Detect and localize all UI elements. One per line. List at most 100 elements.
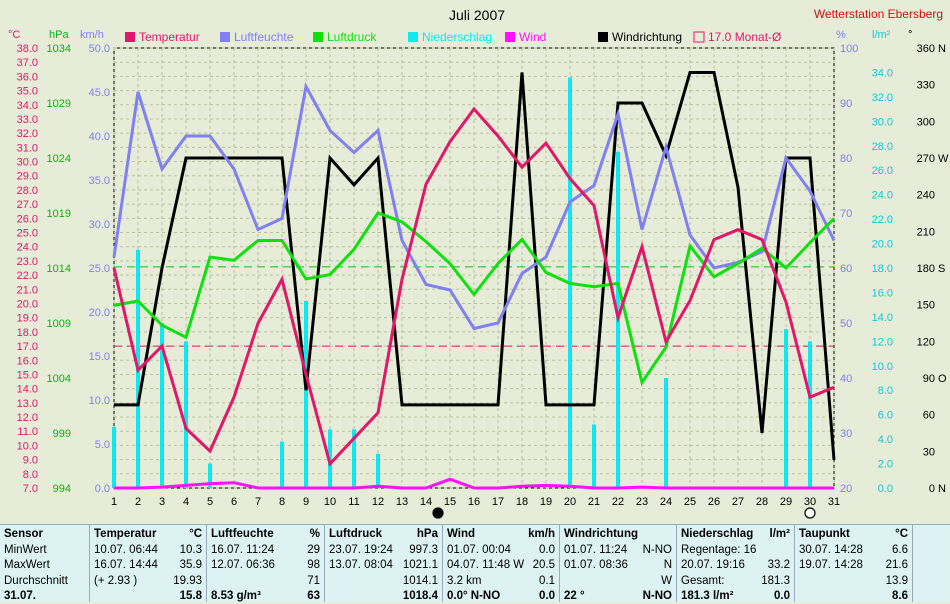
- series-lines: [112, 70, 836, 490]
- rain-tick: 26.0: [872, 165, 893, 177]
- rain-tick: 30.0: [872, 116, 893, 128]
- rain-bar: [808, 341, 812, 488]
- legend-label: 17.0 Monat-Ø: [708, 30, 781, 44]
- dir-tick: 360: [917, 43, 935, 55]
- rain-bar: [664, 378, 668, 488]
- dir-tick: 60: [923, 410, 935, 422]
- wind-tick: 10.0: [89, 395, 110, 407]
- press-tick: 1009: [47, 318, 71, 330]
- temp-tick: 7.0: [23, 483, 38, 495]
- legend-label: Wind: [519, 30, 546, 44]
- dir-tick: 150: [917, 300, 935, 312]
- x-tick: 12: [372, 496, 384, 508]
- temp-tick: 17.0: [17, 341, 38, 353]
- stats-col-niederschlag: Niederschlag l/m² Regentage: 16 20.07. 19:1…: [677, 525, 795, 602]
- legend-label: Niederschlag: [422, 30, 492, 44]
- legend-swatch: [408, 32, 418, 42]
- rain-tick: 10.0: [872, 361, 893, 373]
- x-tick: 14: [420, 496, 432, 508]
- rain-tick: 12.0: [872, 336, 893, 348]
- x-tick: 29: [780, 496, 792, 508]
- stats-cell: Regentage: 16: [681, 543, 757, 556]
- station-name: Wetterstation Ebersberg: [814, 7, 943, 21]
- stats-cell: 1014.1: [402, 574, 438, 587]
- dir-tick: 0: [929, 483, 935, 495]
- temp-tick: 32.0: [17, 128, 38, 140]
- x-tick: 18: [516, 496, 528, 508]
- stats-header: Luftdruck hPa: [329, 528, 438, 540]
- stats-header: Niederschlag l/m²: [681, 528, 790, 540]
- press-tick: 999: [53, 428, 71, 440]
- hum-tick: 70: [840, 208, 852, 220]
- dir-compass: S: [938, 263, 945, 275]
- temp-tick: 23.0: [17, 256, 38, 268]
- legend-swatch: [313, 32, 323, 42]
- temp-tick: 14.0: [17, 384, 38, 396]
- x-tick: 10: [324, 496, 336, 508]
- temp-tick: 37.0: [17, 57, 38, 69]
- hum-tick: 60: [840, 263, 852, 275]
- stats-cell: 71: [307, 574, 320, 587]
- temp-tick: 12.0: [17, 412, 38, 424]
- legend-swatch: [693, 31, 705, 43]
- hum-tick: 50: [840, 318, 852, 330]
- axis-unit: °C: [8, 29, 20, 41]
- axis-unit: km/h: [80, 29, 104, 41]
- legend-label: Windrichtung: [612, 30, 682, 44]
- stats-cell: Gesamt: 181.3: [681, 574, 790, 587]
- rain-bar: [112, 426, 116, 488]
- rain-bar: [304, 301, 308, 488]
- series-line-luftdruck: [113, 211, 836, 387]
- dir-tick: 330: [917, 80, 935, 92]
- temp-tick: 10.0: [17, 440, 38, 452]
- wind-tick: 20.0: [89, 307, 110, 319]
- x-tick: 20: [564, 496, 576, 508]
- x-tick: 30: [804, 496, 816, 508]
- x-tick: 25: [684, 496, 696, 508]
- temp-tick: 8.0: [23, 469, 38, 481]
- series-line-wind: [114, 477, 834, 490]
- press-tick: 1029: [47, 98, 71, 110]
- wind-tick: 40.0: [89, 131, 110, 143]
- stats-cell: 30.07. 14:28 6.6: [799, 543, 908, 556]
- stats-cell: 13.9: [885, 574, 908, 587]
- stats-cell: 01.07. 08:36 N: [564, 559, 672, 571]
- rain-bar: [160, 323, 164, 488]
- x-tick: 7: [255, 496, 261, 508]
- moon-new-icon: [432, 507, 444, 519]
- stats-cell: 0.0° N-NO 0.0: [447, 590, 555, 602]
- x-tick: 6: [231, 496, 237, 508]
- temp-tick: 33.0: [17, 114, 38, 126]
- rain-bar: [208, 463, 212, 488]
- temp-tick: 16.0: [17, 355, 38, 367]
- x-tick: 27: [732, 496, 744, 508]
- axes: 38.037.036.035.034.033.032.031.030.029.0…: [8, 29, 949, 519]
- x-tick: 17: [492, 496, 504, 508]
- hum-tick: 90: [840, 98, 852, 110]
- stats-cell: 13.07. 08:04 1021.1: [329, 559, 438, 571]
- wind-tick: 0.0: [95, 483, 110, 495]
- rain-tick: 16.0: [872, 287, 893, 299]
- stats-col-sensor: Sensor MinWert MaxWert Durchschnitt 31.07.: [0, 525, 90, 602]
- x-tick: 8: [279, 496, 285, 508]
- axis-unit: hPa: [49, 29, 69, 41]
- legend-swatch: [598, 32, 608, 42]
- temp-tick: 30.0: [17, 157, 38, 169]
- stats-col-taupunkt: Taupunkt °C 30.07. 14:28 6.6 19.07. 14:28 21.…: [795, 525, 913, 602]
- moon-full-icon: [804, 507, 816, 519]
- wind-tick: 30.0: [89, 219, 110, 231]
- hum-tick: 20: [840, 483, 852, 495]
- press-tick: 1014: [47, 263, 71, 275]
- dir-tick: 180: [917, 263, 935, 275]
- stats-col-windrichtung: Windrichtung 01.07. 11:24 N-NO 01.07. 08:36…: [560, 525, 677, 602]
- stats-col-temperatur: Temperatur °C 10.07. 06:44 10.3 16.07. 14:44…: [90, 525, 207, 602]
- rain-tick: 32.0: [872, 92, 893, 104]
- temp-tick: 25.0: [17, 228, 38, 240]
- x-tick: 3: [159, 496, 165, 508]
- x-tick: 21: [588, 496, 600, 508]
- x-tick: 11: [348, 496, 359, 508]
- press-tick: 1024: [47, 153, 71, 165]
- x-tick: 13: [396, 496, 408, 508]
- rain-tick: 34.0: [872, 67, 893, 79]
- legend-label: Luftfeuchte: [234, 30, 294, 44]
